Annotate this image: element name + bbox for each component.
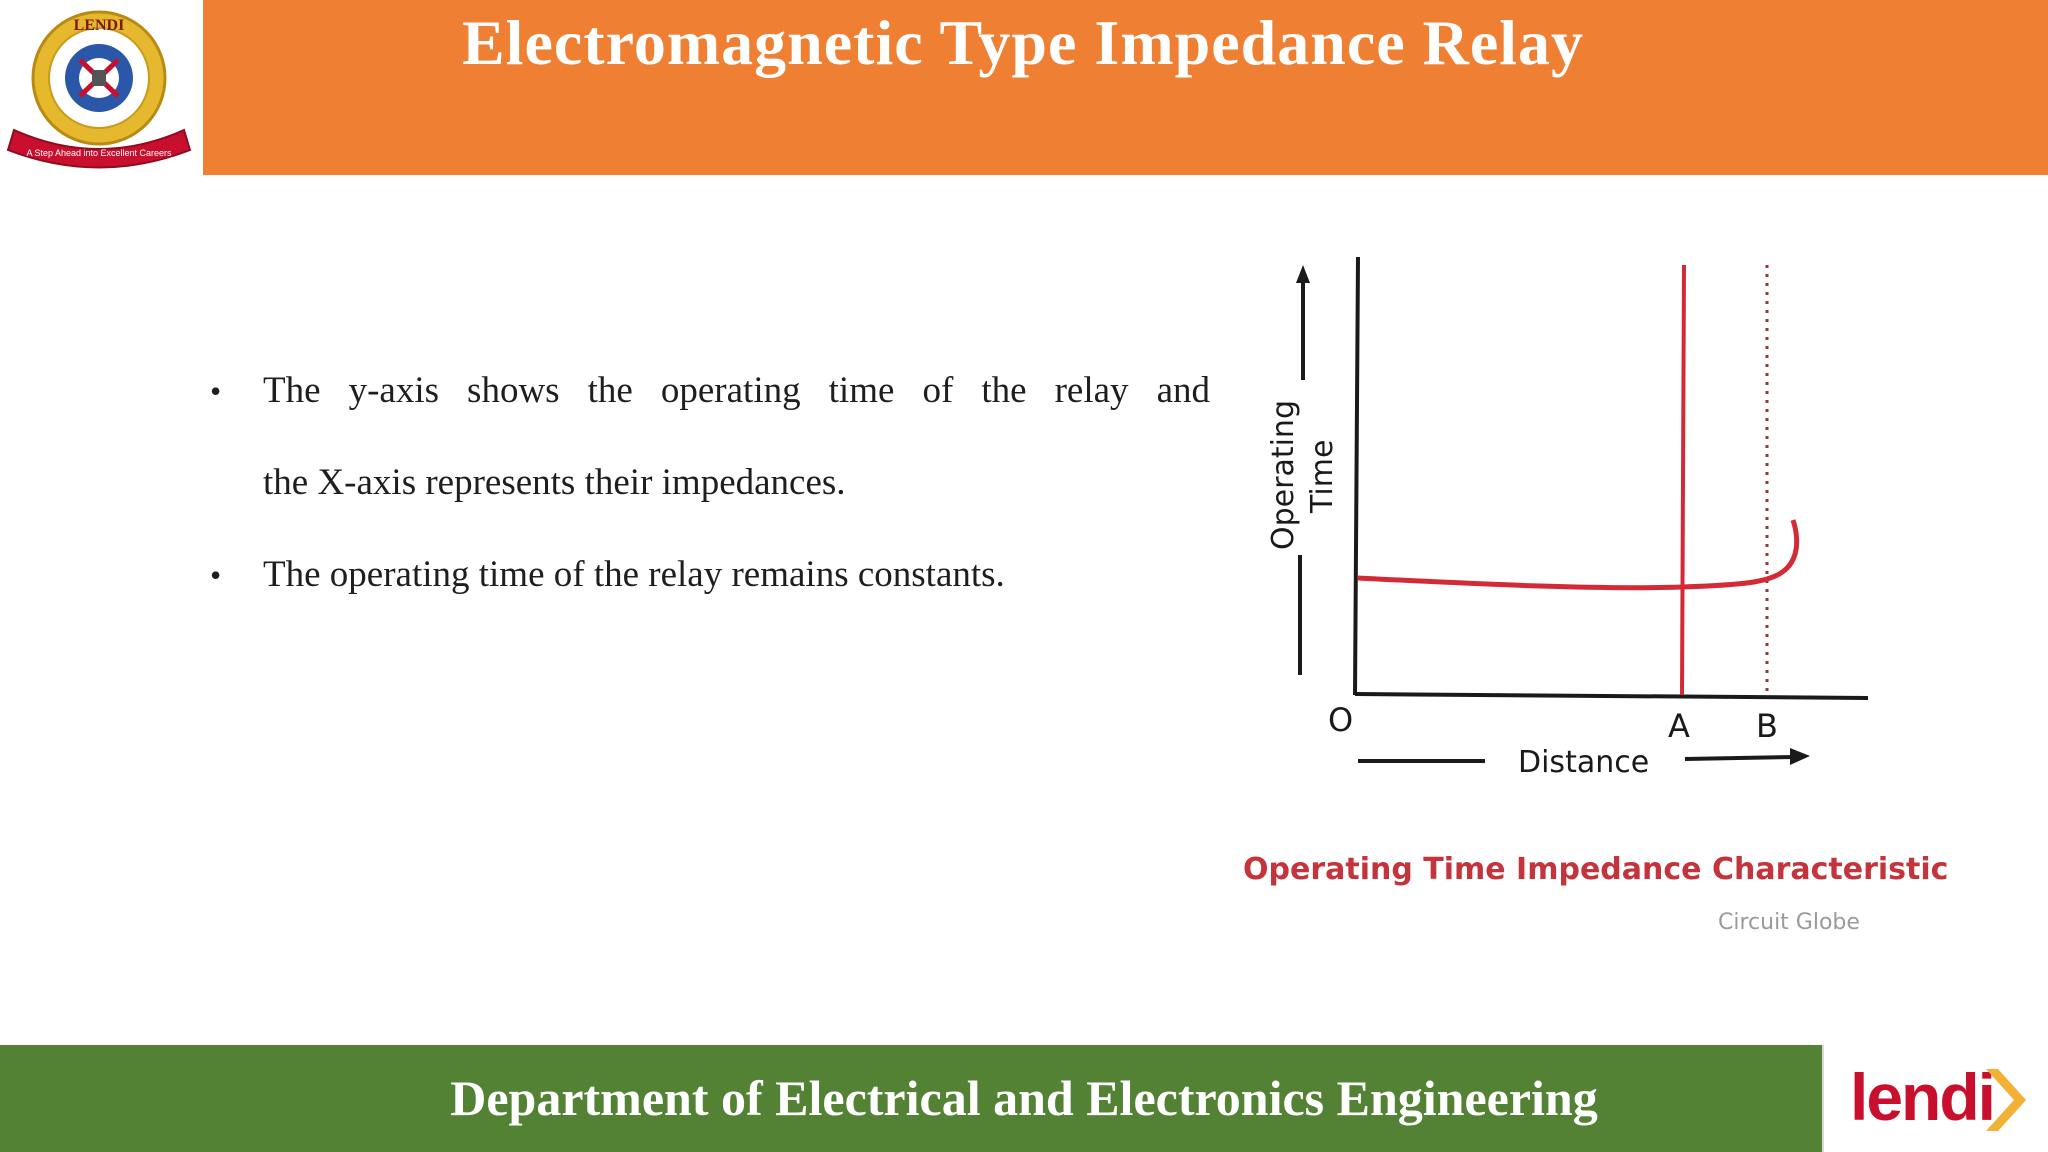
figure-credit: Circuit Globe (1718, 910, 1860, 935)
logo-ribbon-text: A Step Ahead into Excellent Careers (26, 148, 172, 158)
brand-wordmark: lendi (1850, 1060, 1996, 1134)
logo-top-text: LENDI (74, 17, 125, 34)
brand-chevron-icon (1986, 1069, 2026, 1131)
department-name: Department of Electrical and Electronics… (450, 1070, 1598, 1126)
bullet-dot-icon: • (210, 557, 222, 593)
bullet-text: The operating time of the relay remains … (263, 554, 1005, 595)
bullet-item: • The y-axis shows the operating time of… (205, 345, 1210, 529)
characteristic-figure: Operating Time O A B Distance (1210, 235, 1890, 950)
y-arrow-head-icon (1296, 265, 1310, 283)
operating-time-impedance-graph: Operating Time O A B Distance (1266, 256, 1869, 780)
origin-label: O (1328, 701, 1353, 739)
y-axis-label-line2: Time (1305, 440, 1340, 514)
x-direction-line-right (1684, 755, 1796, 761)
institute-logo: LENDI A Step Ahead into Excellent Career… (0, 0, 203, 175)
figure-caption: Operating Time Impedance Characteristic (1243, 852, 1949, 887)
lendi-brand-logo: lendi (1822, 1045, 2048, 1152)
slide-footer: Department of Electrical and Electronics… (0, 1045, 2048, 1152)
bullet-item: • The operating time of the relay remain… (205, 529, 1210, 621)
x-axis-label: Distance (1518, 745, 1649, 780)
zone-line-a (1680, 264, 1686, 696)
x-arrow-head-icon (1790, 748, 1810, 765)
slide-title: Electromagnetic Type Impedance Relay (461, 7, 1585, 78)
bullet-dot-icon: • (210, 373, 222, 409)
bullet-list: • The y-axis shows the operating time of… (205, 345, 1210, 621)
operating-time-curve (1357, 519, 1800, 591)
point-b-label: B (1756, 707, 1778, 745)
institute-emblem-icon: LENDI A Step Ahead into Excellent Career… (6, 10, 192, 169)
bullet-text-continued: the X-axis represents their impedances. (263, 462, 846, 503)
title-bar: Electromagnetic Type Impedance Relay (203, 0, 2048, 175)
bullet-text: The y-axis shows the operating time of t… (263, 370, 1210, 411)
x-axis-line (1354, 692, 1869, 700)
footer-bar (0, 1045, 1822, 1152)
y-axis-label-line1: Operating (1266, 400, 1301, 550)
y-axis-line (1353, 256, 1360, 696)
point-a-label: A (1668, 707, 1690, 745)
slide-header: LENDI A Step Ahead into Excellent Career… (0, 0, 2048, 175)
